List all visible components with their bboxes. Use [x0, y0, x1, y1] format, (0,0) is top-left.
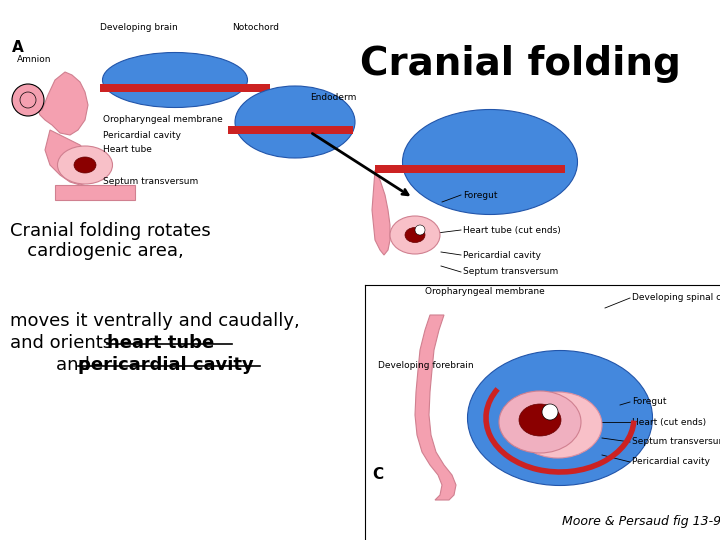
Text: Pericardial cavity: Pericardial cavity [632, 457, 710, 467]
Ellipse shape [467, 350, 652, 485]
Ellipse shape [235, 86, 355, 158]
Ellipse shape [402, 110, 577, 214]
Polygon shape [372, 170, 390, 255]
Text: Endoderm: Endoderm [310, 92, 356, 102]
Ellipse shape [519, 404, 561, 436]
Text: moves it ventrally and caudally,: moves it ventrally and caudally, [10, 312, 300, 330]
Ellipse shape [499, 391, 581, 453]
Polygon shape [415, 315, 456, 500]
Text: Cranial folding rotates: Cranial folding rotates [10, 222, 211, 240]
Text: Foregut: Foregut [463, 191, 498, 199]
Text: and orients: and orients [10, 334, 118, 352]
Text: Foregut: Foregut [632, 397, 667, 407]
Text: Developing forebrain: Developing forebrain [378, 361, 474, 369]
Circle shape [542, 404, 558, 420]
Text: Oropharyngeal membrane: Oropharyngeal membrane [425, 287, 545, 296]
Ellipse shape [102, 52, 248, 107]
Bar [228, 126, 353, 134]
Text: heart tube: heart tube [107, 334, 215, 352]
Text: and: and [10, 356, 96, 374]
Text: C: C [372, 467, 383, 482]
Text: cardiogenic area,: cardiogenic area, [10, 242, 184, 260]
Text: Notochord: Notochord [232, 23, 279, 32]
Text: Septum transversum: Septum transversum [103, 178, 198, 186]
Text: pericardial cavity: pericardial cavity [78, 356, 253, 374]
Ellipse shape [405, 227, 425, 242]
Text: Cranial folding: Cranial folding [359, 45, 680, 83]
Polygon shape [38, 72, 88, 135]
Text: Pericardial cavity: Pericardial cavity [463, 251, 541, 260]
Bar [375, 165, 565, 173]
Circle shape [415, 225, 425, 235]
Text: Developing brain: Developing brain [100, 23, 178, 32]
Text: Moore & Persaud fig 13-9: Moore & Persaud fig 13-9 [562, 515, 720, 528]
Text: Heart tube: Heart tube [103, 145, 152, 154]
Text: A: A [12, 40, 24, 55]
Ellipse shape [390, 216, 440, 254]
Text: Pericardial cavity: Pericardial cavity [103, 131, 181, 139]
Text: Heart (cut ends): Heart (cut ends) [632, 417, 706, 427]
Circle shape [12, 84, 44, 116]
Polygon shape [45, 130, 95, 185]
Text: Amnion: Amnion [17, 55, 52, 64]
Text: Developing spinal cord: Developing spinal cord [632, 294, 720, 302]
Bar [55, 185, 135, 200]
Text: Septum transversum: Septum transversum [632, 437, 720, 447]
Text: Oropharyngeal membrane: Oropharyngeal membrane [103, 116, 222, 125]
Ellipse shape [58, 146, 112, 184]
Ellipse shape [74, 157, 96, 173]
Text: Heart tube (cut ends): Heart tube (cut ends) [463, 226, 561, 234]
Ellipse shape [514, 392, 602, 458]
Text: Septum transversum: Septum transversum [463, 267, 558, 276]
Bar [100, 84, 270, 92]
